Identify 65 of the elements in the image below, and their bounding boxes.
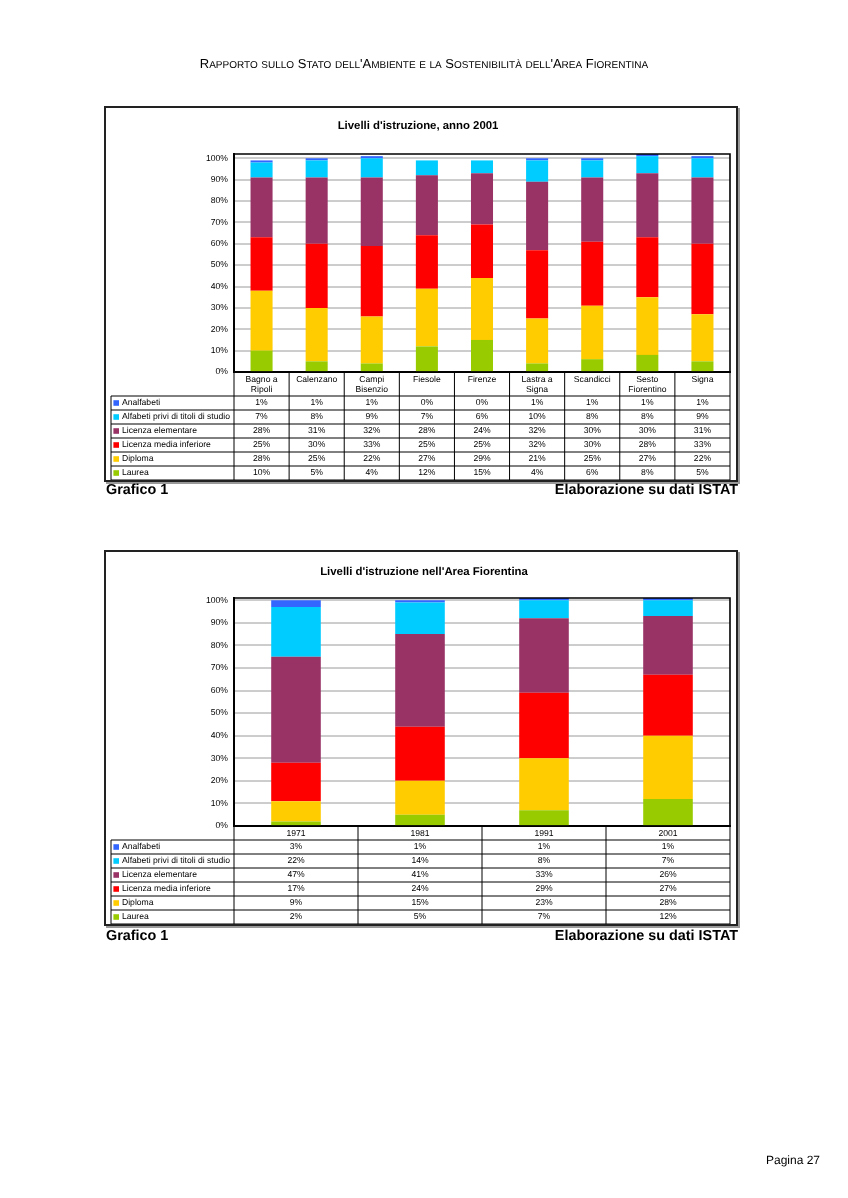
bar: [395, 814, 445, 826]
bar: [360, 245, 383, 317]
bar: [643, 616, 693, 675]
bar: [305, 307, 328, 362]
bar: [250, 290, 273, 351]
bar: [581, 241, 604, 306]
bar: [526, 363, 549, 372]
bar: [470, 160, 494, 174]
bar: [581, 177, 604, 242]
bar: [636, 237, 659, 298]
bar: [526, 160, 549, 182]
bar: [415, 346, 438, 372]
bar: [305, 160, 328, 178]
bar: [415, 288, 438, 347]
bar: [250, 162, 273, 178]
bar: [526, 181, 549, 251]
bar: [395, 780, 445, 815]
bar: [360, 177, 383, 246]
bar: [636, 354, 659, 372]
bar: [415, 160, 438, 176]
bar: [643, 735, 693, 799]
bar: [271, 600, 321, 608]
bar: [415, 175, 438, 236]
bar: [271, 607, 321, 657]
bar: [360, 363, 383, 372]
bar: [395, 634, 445, 727]
bar: [519, 618, 569, 693]
bar: [470, 224, 494, 278]
bar: [470, 277, 494, 340]
bar: [519, 758, 569, 811]
bar: [360, 158, 383, 178]
bar: [691, 314, 714, 362]
bar: [250, 350, 273, 372]
bar: [519, 692, 569, 759]
bar: [643, 600, 693, 617]
bar: [250, 177, 273, 238]
bar: [691, 361, 714, 372]
bar: [643, 674, 693, 736]
bar: [250, 237, 273, 291]
bar: [470, 339, 494, 372]
bar: [519, 810, 569, 826]
bar: [470, 173, 494, 225]
bar: [360, 316, 383, 364]
bar: [271, 801, 321, 822]
bar: [526, 318, 549, 364]
bar: [271, 762, 321, 802]
bar: [636, 297, 659, 355]
bar: [691, 158, 714, 178]
bar: [581, 160, 604, 178]
bar: [636, 156, 659, 174]
bar: [581, 305, 604, 360]
bar: [526, 250, 549, 319]
bar: [519, 600, 569, 619]
bar: [305, 177, 328, 244]
bar: [415, 235, 438, 289]
bar: [691, 243, 714, 315]
bar: [305, 361, 328, 372]
bar: [271, 656, 321, 763]
bar: [643, 798, 693, 826]
bar: [305, 243, 328, 308]
bar: [636, 173, 659, 238]
bar: [395, 602, 445, 635]
bar: [691, 177, 714, 244]
bar: [395, 726, 445, 781]
bar: [581, 359, 604, 372]
